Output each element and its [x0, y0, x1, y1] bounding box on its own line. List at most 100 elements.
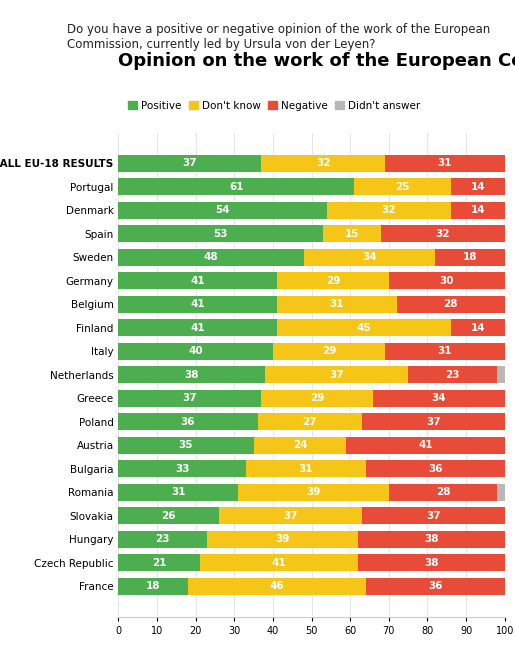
Text: 41: 41 [191, 276, 205, 286]
Text: 31: 31 [330, 299, 344, 309]
Bar [258, 413, 362, 430]
Bar [118, 154, 261, 172]
Text: 39: 39 [276, 534, 290, 544]
Text: 29: 29 [325, 276, 340, 286]
Bar [118, 554, 200, 571]
Text: 26: 26 [161, 511, 176, 520]
Text: 29: 29 [310, 393, 324, 403]
Bar [265, 366, 408, 383]
Text: 41: 41 [191, 323, 205, 333]
Text: 28: 28 [436, 487, 450, 497]
Text: 15: 15 [345, 229, 359, 239]
Bar [118, 577, 188, 595]
Text: 36: 36 [181, 416, 195, 426]
Text: 31: 31 [438, 158, 452, 168]
Text: 31: 31 [171, 487, 185, 497]
Bar [253, 437, 346, 453]
Bar [118, 178, 354, 195]
Text: 28: 28 [443, 299, 458, 309]
Bar [277, 296, 397, 312]
Bar [346, 437, 505, 453]
Bar [451, 202, 505, 219]
Bar [118, 249, 304, 266]
Bar [358, 554, 505, 571]
Bar [118, 366, 265, 383]
Text: 48: 48 [204, 252, 218, 262]
Bar [118, 530, 207, 548]
Bar [273, 343, 385, 359]
Bar [188, 577, 366, 595]
Text: 31: 31 [438, 346, 452, 356]
Bar [219, 507, 362, 524]
Text: 32: 32 [316, 158, 331, 168]
Text: 53: 53 [214, 229, 228, 239]
Bar [277, 319, 451, 336]
Bar [366, 460, 505, 477]
Bar [408, 366, 497, 383]
Bar [118, 437, 253, 453]
Bar [385, 154, 505, 172]
Text: 34: 34 [362, 252, 377, 262]
Bar [451, 319, 505, 336]
Bar [362, 507, 505, 524]
Bar [323, 225, 381, 242]
Text: 34: 34 [432, 393, 447, 403]
Text: 37: 37 [183, 158, 197, 168]
Bar [277, 272, 389, 289]
Bar [497, 483, 505, 501]
Text: 18: 18 [146, 581, 161, 591]
Bar [358, 530, 505, 548]
Bar [118, 413, 258, 430]
Text: 29: 29 [322, 346, 336, 356]
Bar [261, 154, 385, 172]
Bar [261, 390, 373, 406]
Text: 54: 54 [215, 205, 230, 215]
Text: 37: 37 [330, 369, 344, 380]
Bar [327, 202, 451, 219]
Bar [118, 507, 219, 524]
Text: 38: 38 [424, 534, 439, 544]
Text: 18: 18 [462, 252, 477, 262]
Text: 45: 45 [356, 323, 371, 333]
Bar [118, 296, 277, 312]
Text: 21: 21 [152, 558, 166, 568]
Text: 23: 23 [445, 369, 460, 380]
Bar [118, 460, 246, 477]
Text: 37: 37 [426, 511, 440, 520]
Bar [118, 343, 273, 359]
Text: 14: 14 [470, 205, 485, 215]
Bar [381, 225, 505, 242]
Text: 27: 27 [302, 416, 317, 426]
Text: 41: 41 [191, 299, 205, 309]
Text: 40: 40 [188, 346, 203, 356]
Text: 14: 14 [470, 182, 485, 192]
Text: 37: 37 [426, 416, 440, 426]
Text: Do you have a positive or negative opinion of the work of the European
Commissio: Do you have a positive or negative opini… [67, 23, 490, 51]
Bar [246, 460, 366, 477]
Text: 37: 37 [183, 393, 197, 403]
Bar [118, 483, 238, 501]
Text: 32: 32 [382, 205, 396, 215]
Bar [238, 483, 389, 501]
Text: 38: 38 [424, 558, 439, 568]
Bar [118, 202, 327, 219]
Text: 32: 32 [436, 229, 450, 239]
Bar [354, 178, 451, 195]
Text: 25: 25 [395, 182, 409, 192]
Text: 36: 36 [428, 463, 442, 473]
Bar [397, 296, 505, 312]
Text: 41: 41 [418, 440, 433, 450]
Text: 37: 37 [283, 511, 298, 520]
Legend: Positive, Don't know, Negative, Didn't answer: Positive, Don't know, Negative, Didn't a… [124, 97, 424, 115]
Text: 39: 39 [306, 487, 321, 497]
Bar [435, 249, 505, 266]
Text: 14: 14 [470, 323, 485, 333]
Bar [497, 366, 505, 383]
Text: 36: 36 [428, 581, 442, 591]
Bar [389, 483, 497, 501]
Bar [451, 178, 505, 195]
Bar [118, 272, 277, 289]
Bar [373, 390, 505, 406]
Bar [362, 413, 505, 430]
Text: 23: 23 [156, 534, 170, 544]
